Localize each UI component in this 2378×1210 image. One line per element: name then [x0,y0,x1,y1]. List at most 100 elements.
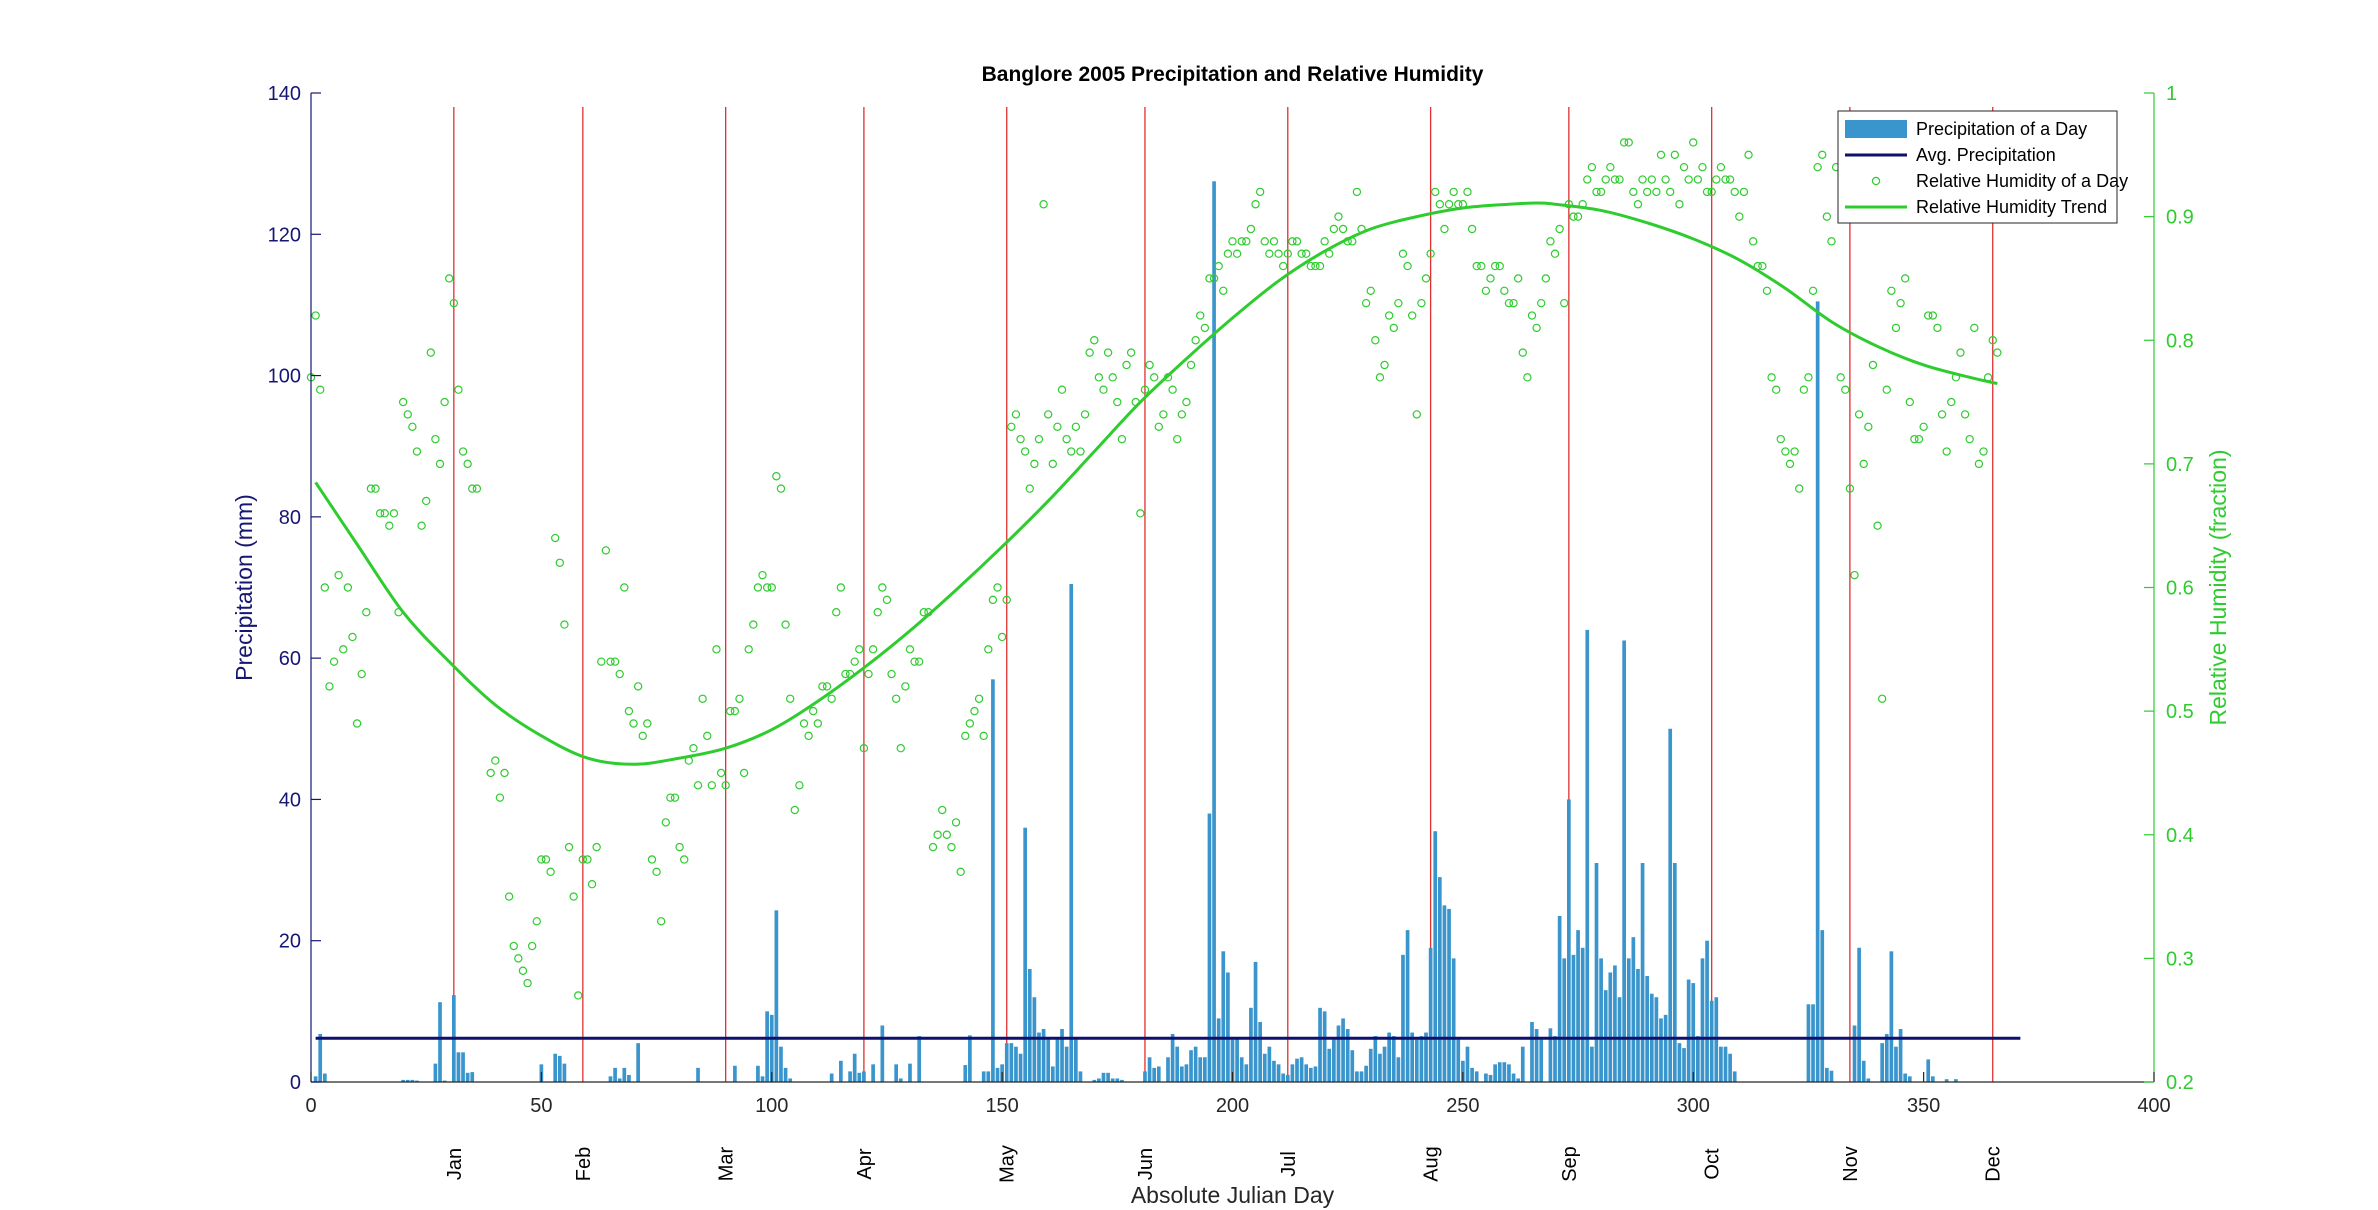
humidity-point [1537,298,1546,308]
precipitation-bar [1304,1064,1309,1082]
humidity-point [1546,237,1555,246]
legend-item-humidity-daily: Relative Humidity of a Day [1916,171,2128,191]
precipitation-bar [1520,1046,1525,1082]
legend-swatch-humidity-dot [1871,176,1881,186]
humidity-point [1219,286,1228,295]
humidity-point [1053,422,1062,431]
precipitation-bar [1313,1066,1318,1082]
precipitation-bar [1691,983,1696,1082]
precipitation-bar [636,1043,640,1082]
humidity-point [1334,212,1343,221]
precipitation-bar [1447,908,1451,1082]
precipitation-bar [788,1078,793,1082]
humidity-point [463,459,472,469]
humidity-point [615,669,624,679]
humidity-point [1232,249,1242,258]
precipitation-bar [461,1052,465,1082]
month-label-jan: Jan [444,1148,466,1180]
precipitation-bar [1216,1018,1221,1082]
humidity-point [1555,224,1564,234]
humidity-point [1062,434,1071,444]
precipitation-bar [774,910,779,1082]
humidity-point [1384,311,1394,320]
precipitation-bar [1709,1000,1714,1082]
y-right-tick-label: 0.9 [2166,207,2194,229]
humidity-point [1762,286,1772,295]
humidity-point [1380,360,1389,370]
humidity-point [726,706,735,716]
humidity-point [1541,274,1551,283]
humidity-point [1034,434,1044,444]
humidity-point [1255,187,1265,197]
precipitation-bar [1608,972,1613,1082]
humidity-point [887,669,896,679]
humidity-point [440,397,449,407]
humidity-point [1435,200,1445,209]
humidity-point [1845,484,1855,493]
humidity-point [1596,187,1606,197]
humidity-point [532,917,541,926]
humidity-point [1361,298,1371,308]
precipitation-bar [1327,1048,1332,1082]
humidity-point [1933,323,1942,333]
precipitation-bar [1262,1053,1267,1082]
humidity-point [988,595,998,605]
precipitation-bar [1930,1076,1935,1082]
legend-item-avg-precipitation: Avg. Precipitation [1916,145,2056,165]
x-tick-label: 250 [1446,1095,1479,1117]
humidity-point [1689,138,1698,147]
precipitation-bar [1184,1064,1189,1082]
humidity-point [1338,224,1348,234]
humidity-point [472,484,482,493]
precipitation-bar [852,1053,857,1082]
precipitation-bar [1046,1039,1051,1082]
precipitation-bar [1861,1060,1866,1082]
precipitation-bar [313,1076,318,1082]
humidity-point [1748,237,1758,246]
precipitation-bar [1364,1065,1368,1082]
humidity-point [1025,484,1034,493]
precipitation-bar [1461,1060,1465,1082]
humidity-point [1818,150,1827,160]
precipitation-bar [405,1079,410,1082]
humidity-point [1117,434,1127,444]
precipitation-bar [1732,1071,1737,1082]
precipitation-bar [1322,1011,1327,1082]
humidity-point [1421,274,1431,283]
humidity-point [1043,410,1053,419]
humidity-point [859,744,869,753]
precipitation-bar [1700,958,1705,1082]
precipitation-bar [1903,1073,1908,1082]
humidity-point [1785,459,1795,469]
precipitation-bar [1626,958,1631,1082]
humidity-point [1642,187,1652,197]
humidity-point [1928,311,1938,320]
precipitation-bar [968,1035,972,1082]
x-tick-label: 100 [755,1095,788,1117]
humidity-point [486,768,495,778]
humidity-point [1196,311,1205,320]
precipitation-bar [1221,951,1226,1082]
precipitation-bar [1585,629,1590,1082]
humidity-point [1822,212,1832,221]
humidity-point [1076,447,1085,456]
precipitation-bar [880,1025,885,1082]
precipitation-bar [1613,965,1617,1082]
humidity-point [1048,459,1058,469]
y-right-tick-label: 1 [2166,83,2177,105]
precipitation-bar [1290,1064,1295,1082]
humidity-point [1725,175,1735,184]
humidity-point [1767,373,1776,382]
humidity-point [597,657,606,666]
humidity-point [339,645,348,654]
precipitation-bar [1018,1053,1023,1082]
precipitation-bar [562,1063,567,1082]
humidity-point [1813,162,1822,172]
humidity-point [1652,187,1661,197]
precipitation-bar [733,1065,737,1082]
precipitation-bar [1507,1064,1511,1082]
humidity-point [1891,323,1901,333]
humidity-point [1320,237,1329,246]
humidity-point [850,657,859,666]
precipitation-bar [1175,1046,1180,1082]
